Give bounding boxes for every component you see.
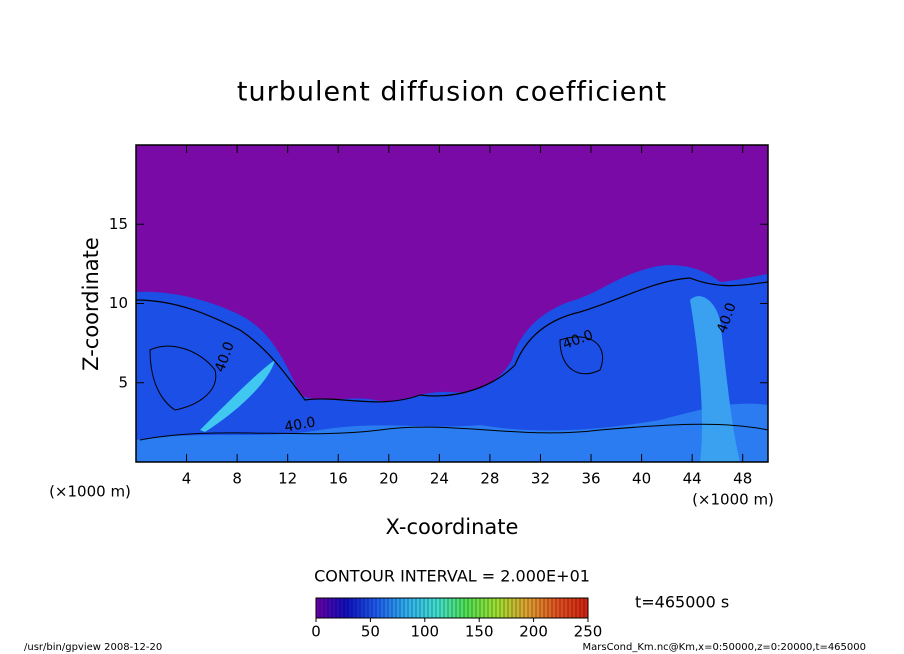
- x-tick-label: 44: [683, 470, 702, 488]
- y-tick-label: 5: [118, 373, 128, 391]
- footer-left: /usr/bin/gpview 2008-12-20: [24, 642, 162, 653]
- x-unit-label: (×1000 m): [692, 491, 774, 509]
- contour-line: [139, 336, 768, 441]
- x-tick-label: 16: [329, 470, 348, 488]
- field: [136, 145, 768, 462]
- colorbar-tick-label: 150: [465, 623, 494, 641]
- x-tick-label: 28: [480, 470, 499, 488]
- x-tick-label: 40: [632, 470, 651, 488]
- contour-line: [136, 277, 768, 403]
- x-tick-label: 48: [733, 470, 752, 488]
- colorbar-tick-label: 50: [361, 623, 380, 641]
- contour-interval: CONTOUR INTERVAL = 2.000E+01: [314, 567, 590, 586]
- x-unit-label: (×1000 m): [49, 483, 131, 501]
- footer-right: MarsCond_Km.nc@Km,x=0:50000,z=0:20000,t=…: [583, 642, 867, 653]
- y-tick-label: 10: [109, 294, 128, 312]
- x-tick-label: 36: [581, 470, 600, 488]
- chart-title: turbulent diffusion coefficient: [237, 77, 667, 108]
- colorbar-tick-label: 0: [311, 623, 321, 641]
- x-tick-label: 12: [278, 470, 297, 488]
- x-tick-label: 32: [531, 470, 550, 488]
- x-axis-label: X-coordinate: [386, 515, 519, 539]
- x-tick-label: 8: [232, 470, 242, 488]
- colorbar-tick-label: 250: [574, 623, 603, 641]
- x-tick-label: 24: [430, 470, 449, 488]
- y-axis-label: Z-coordinate: [79, 237, 103, 371]
- field-streak: [200, 360, 275, 432]
- field-band: [136, 403, 768, 462]
- y-tick-label: 15: [109, 215, 128, 233]
- colorbar-tick-label: 100: [410, 623, 439, 641]
- field-region: [136, 265, 768, 462]
- time-label: t=465000 s: [635, 593, 729, 612]
- contour-label: 40.0: [283, 414, 316, 435]
- field-plume: [690, 296, 740, 462]
- x-tick-label: 20: [379, 470, 398, 488]
- x-tick-label: 4: [182, 470, 192, 488]
- colorbar-tick-label: 200: [519, 623, 548, 641]
